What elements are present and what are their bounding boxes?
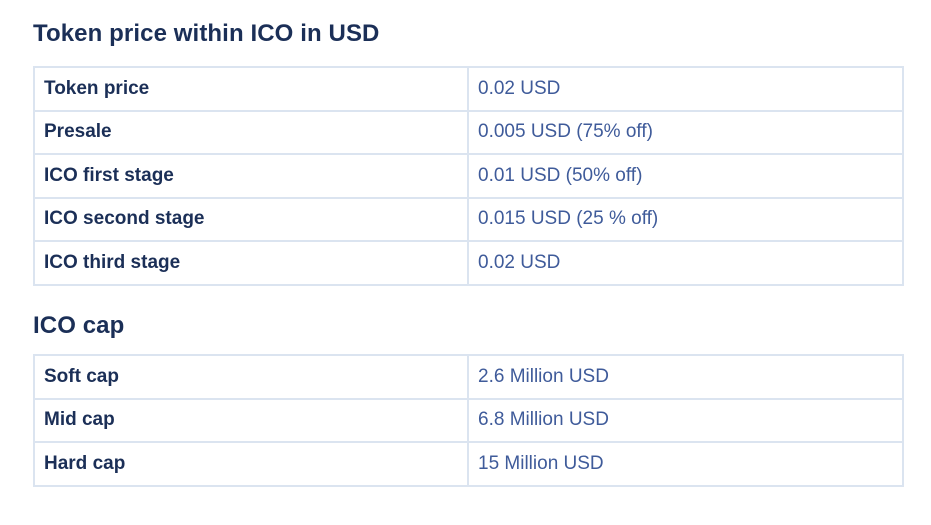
table-row: Token price 0.02 USD (33, 66, 904, 112)
row-label: ICO third stage (33, 240, 469, 286)
table-row: Soft cap 2.6 Million USD (33, 354, 904, 400)
table-row: Hard cap 15 Million USD (33, 441, 904, 487)
row-label: Mid cap (33, 397, 469, 443)
row-label: ICO second stage (33, 196, 469, 242)
row-value: 6.8 Million USD (467, 397, 904, 443)
row-value: 2.6 Million USD (467, 354, 904, 400)
row-value: 0.02 USD (467, 66, 904, 112)
row-label: ICO first stage (33, 153, 469, 199)
ico-cap-heading: ICO cap (33, 312, 125, 339)
token-price-heading: Token price within ICO in USD (33, 20, 380, 47)
table-row: ICO second stage 0.015 USD (25 % off) (33, 196, 904, 242)
row-value: 0.015 USD (25 % off) (467, 196, 904, 242)
row-label: Hard cap (33, 441, 469, 487)
row-label: Soft cap (33, 354, 469, 400)
table-row: Presale 0.005 USD (75% off) (33, 109, 904, 155)
token-price-table: Token price 0.02 USD Presale 0.005 USD (… (33, 66, 904, 286)
ico-cap-table: Soft cap 2.6 Million USD Mid cap 6.8 Mil… (33, 354, 904, 487)
row-value: 0.01 USD (50% off) (467, 153, 904, 199)
row-label: Presale (33, 109, 469, 155)
table-row: ICO first stage 0.01 USD (50% off) (33, 153, 904, 199)
row-label: Token price (33, 66, 469, 112)
row-value: 15 Million USD (467, 441, 904, 487)
table-row: ICO third stage 0.02 USD (33, 240, 904, 286)
row-value: 0.005 USD (75% off) (467, 109, 904, 155)
table-row: Mid cap 6.8 Million USD (33, 397, 904, 443)
row-value: 0.02 USD (467, 240, 904, 286)
